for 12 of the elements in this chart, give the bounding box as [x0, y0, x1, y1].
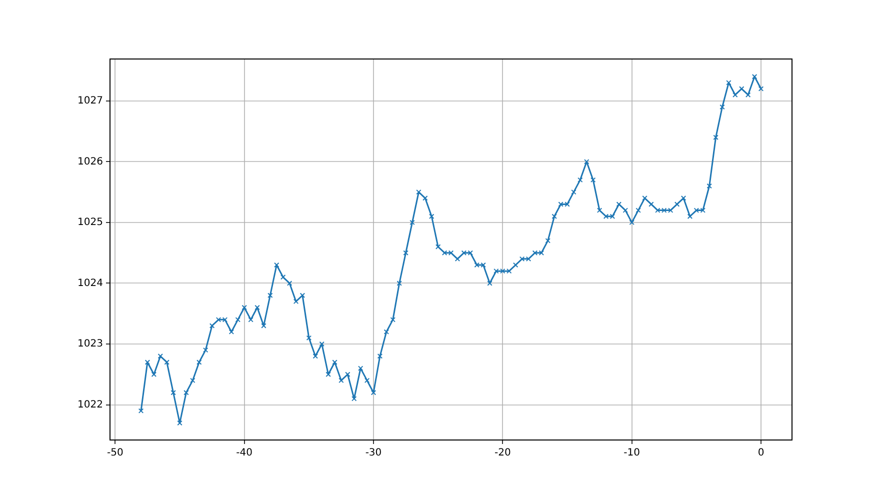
- y-tick-label: 1022: [78, 399, 103, 410]
- y-tick-label: 1025: [78, 217, 103, 228]
- x-tick-label: 0: [758, 448, 764, 459]
- x-tick-label: -50: [106, 448, 124, 459]
- x-tick-label: -10: [624, 448, 640, 459]
- x-tick-label: -40: [236, 448, 253, 459]
- x-tick-label: -20: [494, 448, 511, 459]
- x-tick-label: -30: [365, 448, 382, 459]
- y-tick-label: 1027: [78, 96, 103, 107]
- y-tick-label: 1024: [78, 278, 103, 289]
- y-tick-label: 1023: [78, 338, 103, 350]
- y-tick-label: 1026: [78, 156, 103, 168]
